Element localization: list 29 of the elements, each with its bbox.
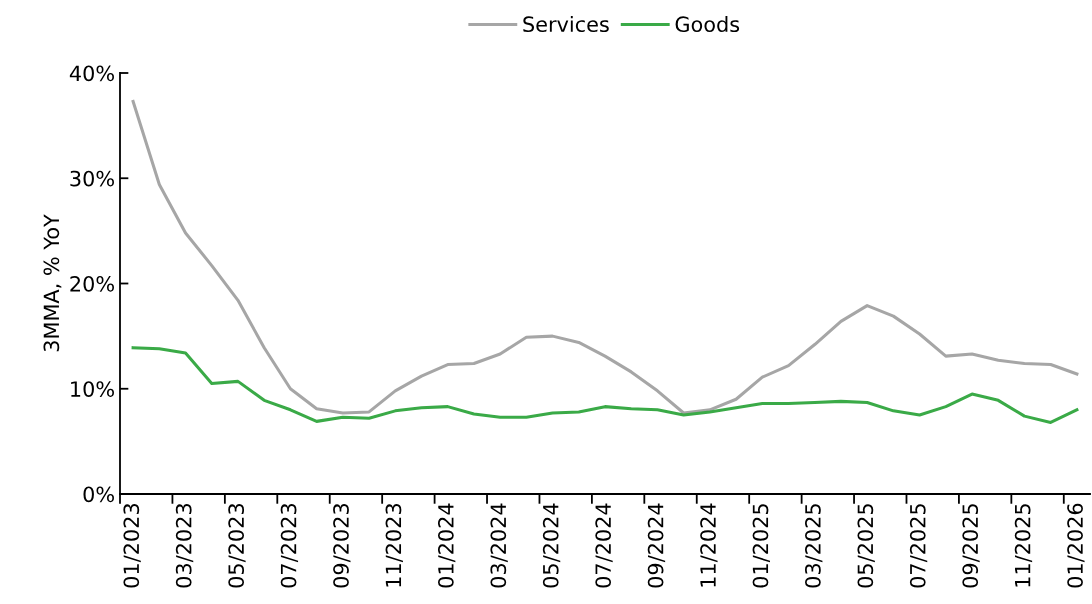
x-tick-label: 09/2023 [333,504,351,588]
x-tick-label: 01/2026 [1067,503,1085,588]
line-series [131,346,1079,424]
legend-label: Services [523,15,609,33]
x-tick-label: 09/2024 [647,503,666,588]
x-tick-label: 05/2023 [228,504,246,588]
x-tick-label: 07/2024 [595,503,613,588]
x-tick-label: 11/2024 [700,503,718,587]
x-tick-label: 07/2025 [909,504,928,588]
x-tick-label: 07/2023 [280,504,299,588]
y-tick-label: 10% [71,381,114,397]
y-tick-label: 20% [70,275,114,292]
x-tick-label: 09/2025 [962,504,980,588]
x-tick-label: 03/2023 [175,504,194,588]
x-tick-label: 01/2024 [437,503,456,588]
y-tick-label: 40% [69,65,114,82]
y-tick-label: 30% [70,170,114,187]
x-tick-label: 03/2025 [805,504,823,588]
x-tick-label: 05/2025 [857,504,875,588]
y-tick-label: 0% [83,486,114,503]
x-tick-label: 11/2025 [1014,504,1033,587]
x-tick-label: 05/2024 [542,503,561,588]
legend-label: Goods [675,15,740,33]
y-axis-title: 3MMA, % YoY [43,214,62,352]
x-tick-label: 01/2023 [123,504,141,588]
line-series [131,99,1079,415]
x-tick-label: 01/2025 [752,504,770,588]
x-tick-label: 11/2023 [385,504,403,587]
x-tick-label: 03/2024 [490,503,508,588]
